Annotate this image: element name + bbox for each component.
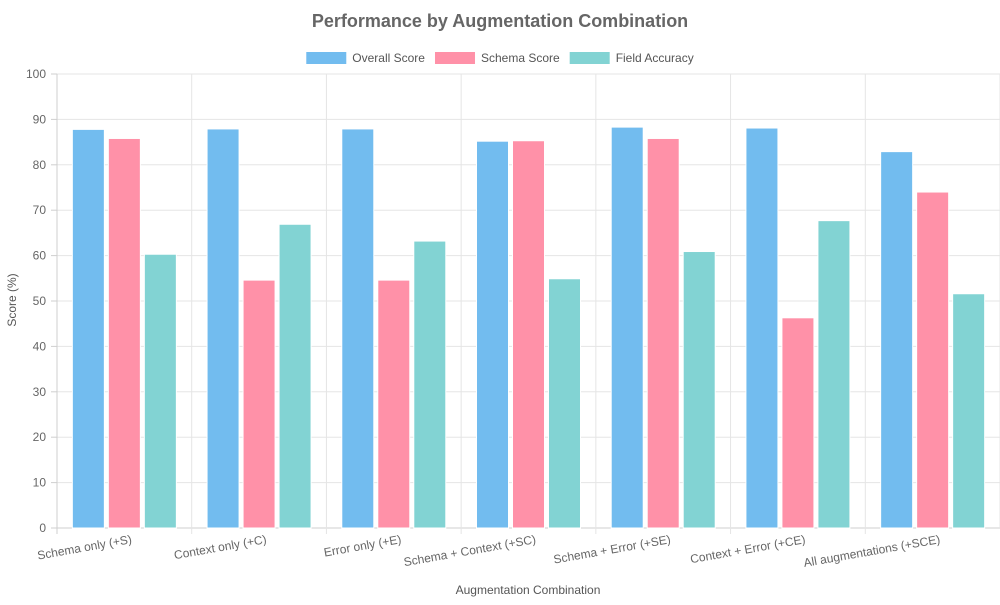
x-tick-label: Schema only (+S) (36, 532, 133, 562)
y-tick-label: 90 (33, 112, 47, 126)
y-axis-ticks: 0 10 20 30 40 50 60 70 80 90 100 (26, 67, 46, 535)
y-tick-label: 80 (33, 158, 47, 172)
chart-title: Performance by Augmentation Combination (312, 11, 688, 31)
bar-schema-score (781, 317, 815, 529)
bar-field-accuracy (143, 253, 177, 529)
bar-overall-score (880, 151, 914, 529)
y-tick-label: 10 (33, 476, 47, 490)
legend-swatch[interactable] (569, 52, 610, 64)
legend-swatch[interactable] (434, 52, 475, 64)
bar-field-accuracy (952, 293, 986, 529)
bar-schema-score (107, 137, 141, 529)
x-tick-label: Context only (+C) (173, 532, 268, 562)
bar-schema-score (646, 137, 680, 529)
bar-schema-score (242, 279, 276, 529)
y-tick-label: 70 (33, 203, 47, 217)
bar-overall-score (71, 128, 105, 529)
x-tick-label: Schema + Error (+SE) (552, 532, 671, 566)
legend: Overall Score Schema Score Field Accuracy (306, 51, 694, 65)
x-axis-title: Augmentation Combination (456, 583, 601, 597)
legend-label[interactable]: Overall Score (352, 51, 425, 65)
y-tick-label: 20 (33, 430, 47, 444)
bars (71, 126, 986, 529)
legend-label[interactable]: Schema Score (481, 51, 560, 65)
y-tick-label: 0 (39, 521, 46, 535)
bar-schema-score (377, 279, 411, 529)
y-tick-label: 100 (26, 67, 46, 81)
legend-swatch[interactable] (306, 52, 347, 64)
bar-field-accuracy (278, 223, 312, 529)
bar-field-accuracy (413, 240, 447, 529)
bar-overall-score (476, 140, 509, 529)
bar-schema-score (916, 191, 950, 529)
y-tick-label: 30 (33, 385, 47, 399)
bar-overall-score (610, 126, 644, 529)
bar-overall-score (745, 127, 779, 529)
x-tick-label: Schema + Context (+SC) (403, 532, 537, 569)
bar-schema-score (512, 140, 545, 529)
bar-field-accuracy (817, 220, 851, 529)
y-tick-label: 60 (33, 249, 47, 263)
x-tick-label: All augmentations (+SCE) (802, 532, 941, 570)
x-tick-label: Context + Error (+CE) (689, 532, 806, 566)
x-axis-ticks: Schema only (+S) Context only (+C) Error o… (36, 532, 941, 570)
bar-overall-score (206, 128, 240, 529)
x-tick-label: Error only (+E) (323, 532, 403, 559)
y-tick-label: 50 (33, 294, 47, 308)
y-tick-label: 40 (33, 339, 47, 353)
legend-label[interactable]: Field Accuracy (616, 51, 694, 65)
bar-field-accuracy (548, 278, 581, 529)
bar-overall-score (341, 128, 375, 529)
bar-field-accuracy (682, 251, 716, 529)
y-axis-title: Score (%) (5, 273, 19, 326)
